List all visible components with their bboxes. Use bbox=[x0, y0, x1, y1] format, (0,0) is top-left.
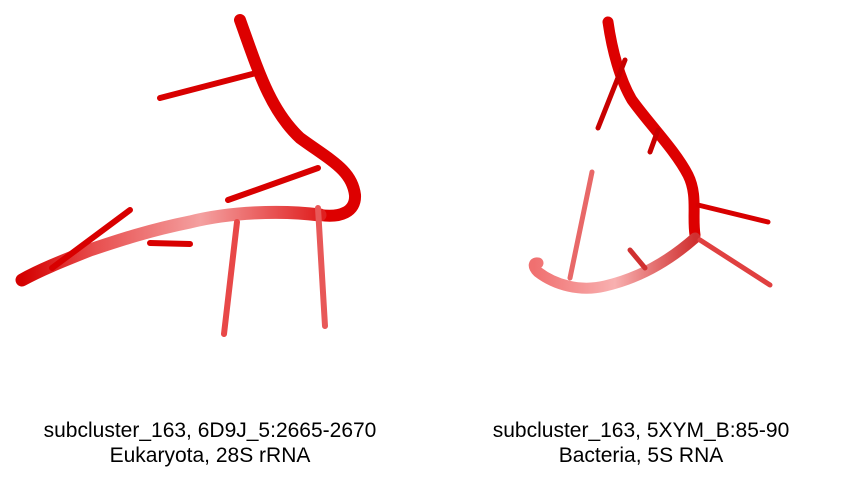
rna-structure-right bbox=[528, 16, 773, 294]
caption-right: subcluster_163, 5XYM_B:85-90 Bacteria, 5… bbox=[426, 418, 856, 468]
bases-right bbox=[567, 57, 773, 288]
caption-taxon: Bacteria, 5S RNA bbox=[558, 444, 724, 467]
bases-left bbox=[49, 69, 328, 337]
caption-id: subcluster_163, 6D9J_5:2665-2670 bbox=[43, 419, 377, 442]
caption-taxon: Eukaryota, 28S rRNA bbox=[109, 444, 311, 467]
panel-left: subcluster_163, 6D9J_5:2665-2670 Eukaryo… bbox=[0, 14, 425, 468]
caption-left: subcluster_163, 6D9J_5:2665-2670 Eukaryo… bbox=[0, 418, 425, 468]
rna-structure-left bbox=[15, 14, 361, 337]
backbone-right bbox=[528, 16, 701, 294]
caption-id: subcluster_163, 5XYM_B:85-90 bbox=[492, 419, 790, 442]
panel-right: subcluster_163, 5XYM_B:85-90 Bacteria, 5… bbox=[430, 0, 860, 480]
